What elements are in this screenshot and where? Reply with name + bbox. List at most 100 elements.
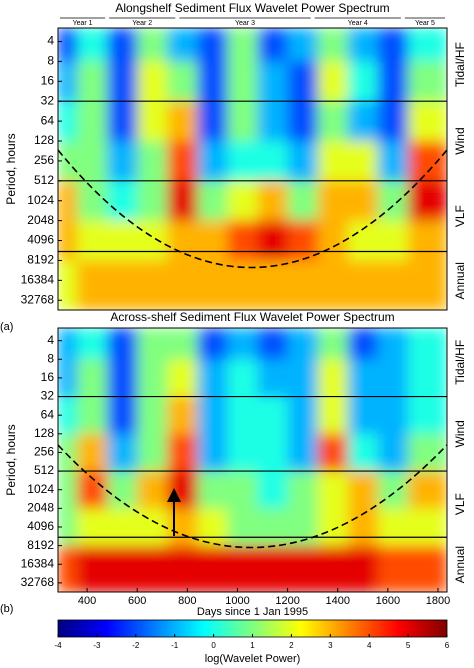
y-axis-label: Period, hours — [4, 133, 18, 204]
heat-cell — [227, 220, 259, 261]
heat-cell — [227, 180, 259, 222]
heat-cell — [167, 260, 198, 310]
heat-cell — [107, 359, 138, 398]
heat-cell — [137, 359, 168, 398]
heat-cell — [137, 101, 168, 142]
heat-cell — [107, 328, 138, 360]
heat-cell — [407, 260, 447, 310]
heat-cell — [107, 220, 138, 261]
colorbar-tick-label: -1 — [171, 641, 179, 650]
heat-cell — [257, 101, 289, 142]
heat-cell — [287, 141, 319, 182]
heat-cell — [58, 328, 78, 360]
heat-cell — [317, 545, 349, 592]
heat-cell — [137, 328, 168, 360]
heat-cell — [287, 101, 319, 142]
band-label: Annual — [453, 546, 467, 583]
heat-cell — [257, 61, 289, 102]
heat-cell — [197, 220, 228, 261]
heat-cell — [107, 28, 138, 62]
heat-cell — [377, 359, 409, 398]
heat-cell — [197, 396, 228, 435]
heat-cell — [227, 471, 259, 509]
heat-cell — [257, 28, 289, 62]
heat-cell — [347, 471, 379, 509]
heat-cell — [377, 508, 409, 547]
heat-cell — [287, 180, 319, 222]
heat-cell — [197, 260, 228, 310]
heat-cell — [257, 508, 289, 547]
y-tick-label: 8192 — [27, 538, 54, 552]
heat-cell — [107, 141, 138, 182]
heat-cell — [227, 28, 259, 62]
year-label: Year 2 — [132, 20, 152, 27]
y-tick-label: 8192 — [27, 253, 54, 267]
x-tick-label: 400 — [78, 595, 96, 607]
year-label: Year 3 — [235, 20, 255, 27]
heat-cell — [58, 471, 78, 509]
heat-cell — [58, 61, 78, 102]
panel-label: (a) — [0, 321, 13, 333]
y-tick-label: 4 — [47, 34, 54, 48]
heat-cell — [377, 471, 409, 509]
y-tick-label: 4096 — [27, 233, 54, 247]
heat-cell — [347, 28, 379, 62]
heat-cell — [58, 359, 78, 398]
heat-cell — [77, 61, 108, 102]
heat-cell — [227, 508, 259, 547]
heat-cell — [227, 101, 259, 142]
y-axis-label: Period, hours — [4, 424, 18, 495]
heat-cell — [257, 396, 289, 435]
y-tick-label: 32768 — [21, 575, 55, 589]
heat-cell — [317, 180, 349, 222]
heat-cell — [377, 433, 409, 472]
heat-cell — [227, 61, 259, 102]
heat-cell — [347, 220, 379, 261]
y-tick-label: 8 — [47, 54, 54, 68]
heat-cell — [287, 328, 319, 360]
heat-cell — [197, 61, 228, 102]
heat-cell — [77, 396, 108, 435]
y-tick-label: 1024 — [27, 193, 54, 207]
heat-cell — [257, 220, 289, 261]
heat-cell — [167, 61, 198, 102]
heat-cell — [407, 433, 447, 472]
heat-cell — [317, 28, 349, 62]
heat-cell — [257, 545, 289, 592]
heat-cell — [58, 260, 78, 310]
heat-cell — [77, 471, 108, 509]
heat-cell — [167, 433, 198, 472]
panel-label: (b) — [0, 603, 13, 615]
heat-cell — [377, 545, 409, 592]
heat-cell — [407, 328, 447, 360]
heat-cell — [58, 433, 78, 472]
heat-cell — [58, 180, 78, 222]
heat-cell — [58, 220, 78, 261]
year-label: Year 5 — [415, 20, 435, 27]
x-tick-label: 1600 — [376, 595, 400, 607]
y-tick-label: 32 — [41, 93, 55, 107]
heat-cell — [167, 141, 198, 182]
heat-cell — [77, 180, 108, 222]
heat-cell — [287, 61, 319, 102]
y-tick-label: 4096 — [27, 519, 54, 533]
heat-cell — [167, 508, 198, 547]
colorbar-tick-label: 4 — [367, 641, 372, 650]
heat-cell — [257, 141, 289, 182]
heat-cell — [377, 396, 409, 435]
band-label: VLF — [453, 205, 467, 227]
heat-cell — [407, 61, 447, 102]
heat-cell — [407, 141, 447, 182]
heat-cell — [407, 545, 447, 592]
heat-cell — [107, 508, 138, 547]
colorbar-tick-label: -2 — [132, 641, 140, 650]
heat-cell — [287, 471, 319, 509]
heat-cell — [77, 101, 108, 142]
heat-cell — [407, 508, 447, 547]
heat-cell — [58, 28, 78, 62]
heat-cell — [227, 359, 259, 398]
heat-cell — [137, 508, 168, 547]
y-tick-label: 512 — [34, 173, 54, 187]
heat-cell — [377, 328, 409, 360]
heat-cell — [377, 101, 409, 142]
